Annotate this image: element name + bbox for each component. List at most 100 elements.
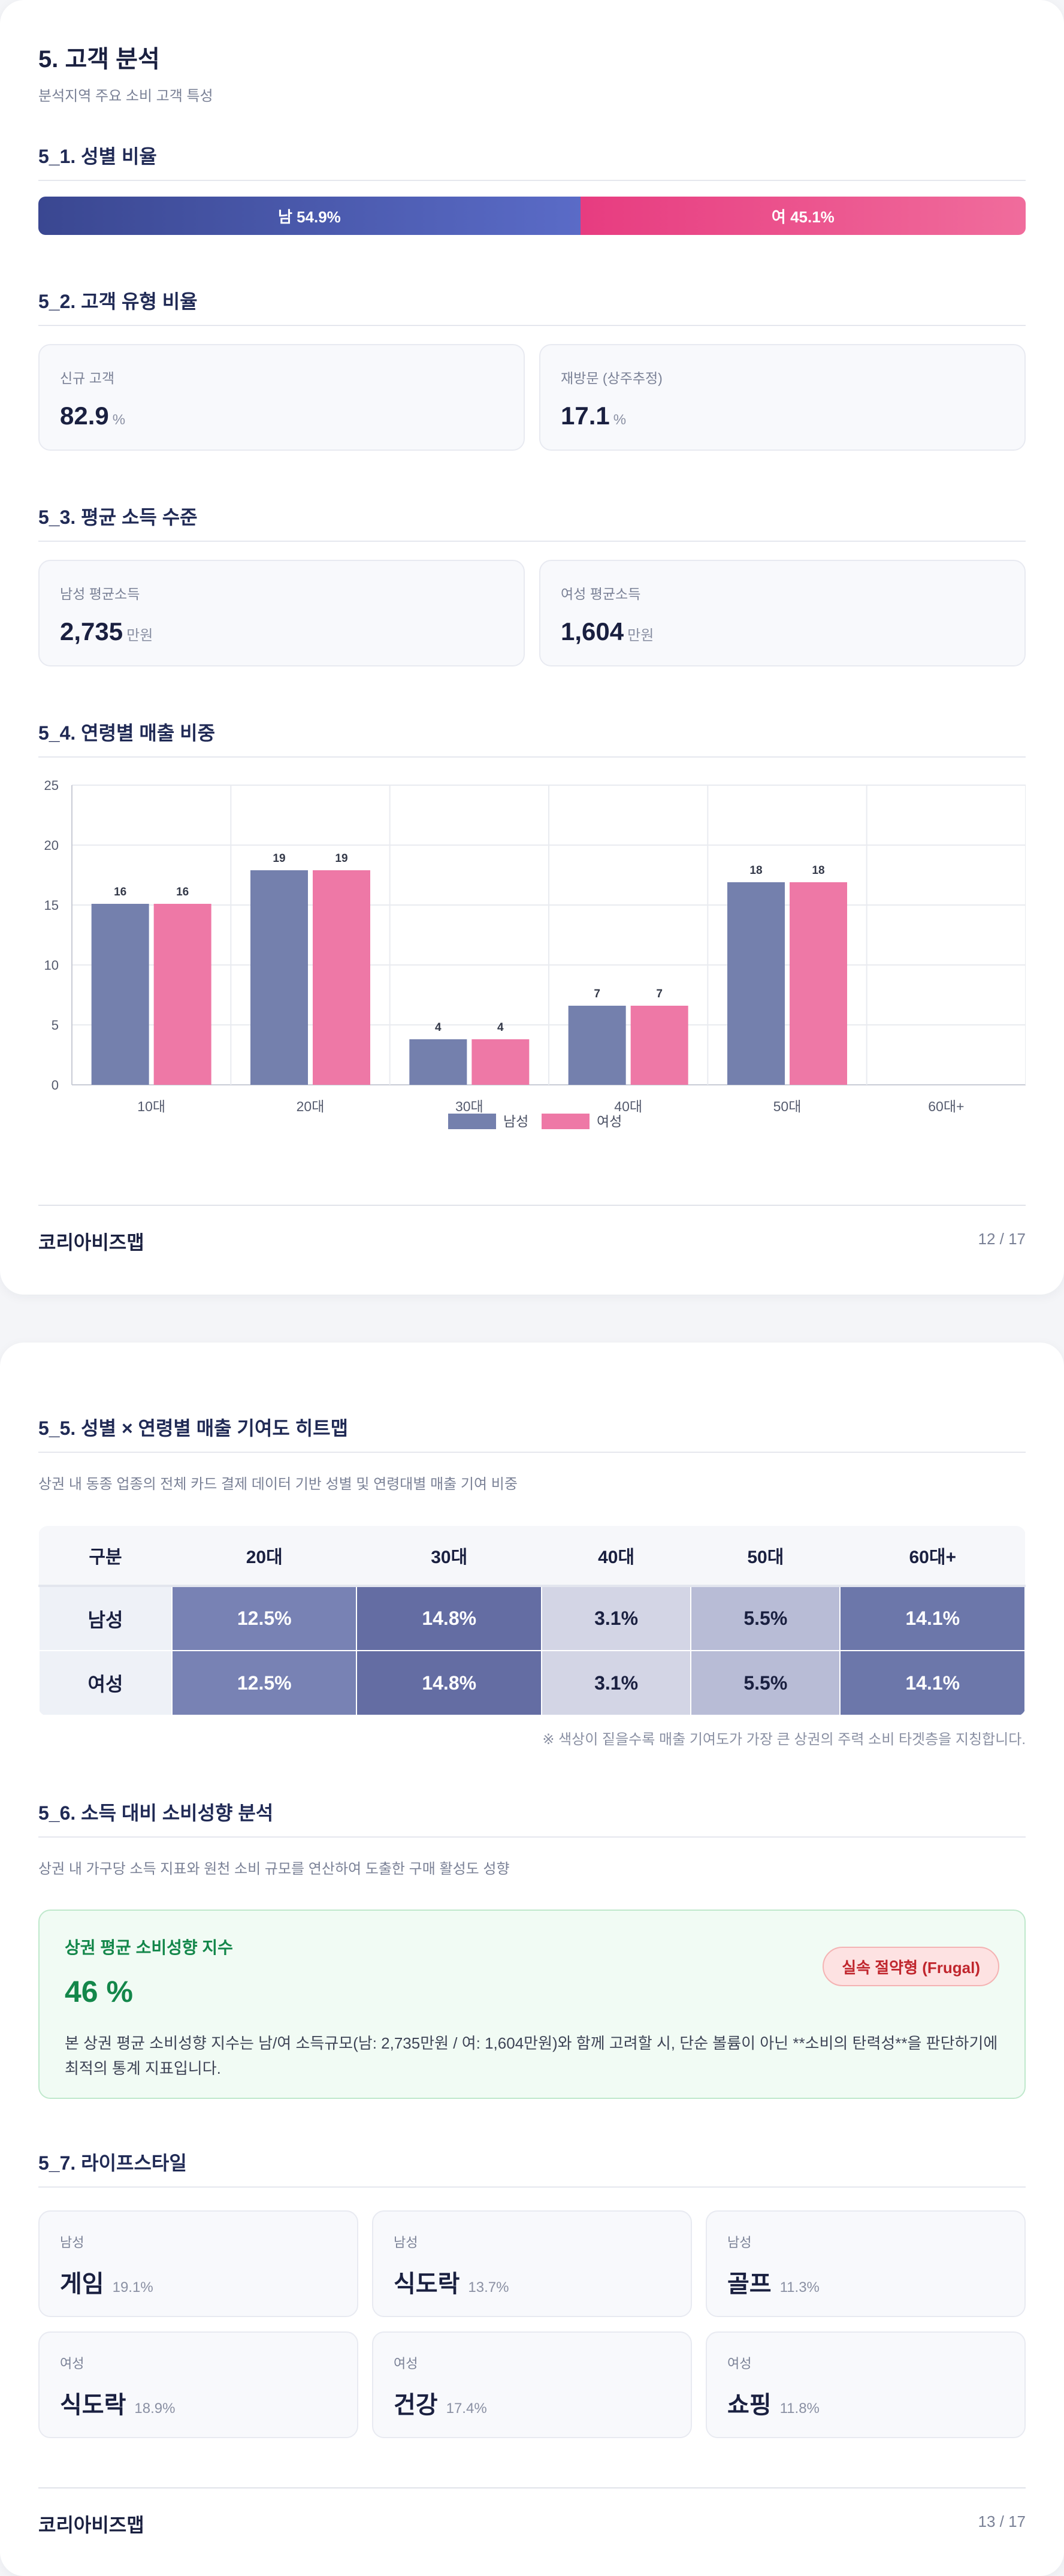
lifestyle-name: 게임: [60, 2271, 104, 2297]
lifestyle-card: 남성 식도락 13.7%: [372, 2210, 692, 2317]
female-income-card: 여성 평균소득 1,604 만원: [539, 560, 1026, 666]
lifestyle-pct: 18.9%: [134, 2400, 176, 2417]
section-title-age-sales: 5_4. 연령별 매출 비중: [38, 722, 216, 744]
section-title-income: 5_3. 평균 소득 수준: [38, 506, 198, 528]
y-tick-label: 25: [44, 778, 59, 793]
heatmap-cell: 3.1%: [540, 1585, 692, 1651]
bar-male: [727, 882, 785, 1085]
age-sales-bar-chart: 0 5 10 15 20 25 16 16 10대 19 19 20대 4 4 30대 7 7 40대 18 18 50…: [44, 778, 1026, 1129]
heatmap-cell: 14.1%: [839, 1650, 1026, 1716]
stat-unit: %: [613, 412, 627, 428]
bar-data-label: 16: [176, 886, 189, 898]
lifestyle-pct: 11.8%: [779, 2400, 820, 2417]
heatmap-column-header: 30대: [356, 1526, 542, 1587]
spending-index-card: 상권 평균 소비성향 지수 46 % 실속 절약형 (Frugal) 본 상권 …: [38, 1910, 1026, 2099]
x-tick-label: 30대: [455, 1099, 483, 1114]
heatmap-cell: 14.8%: [356, 1585, 542, 1651]
bar-male: [409, 1039, 467, 1085]
stat-value: 2,735: [60, 617, 123, 645]
heatmap-column-header: 20대: [172, 1526, 357, 1587]
stat-label: 남성 평균소득: [60, 586, 140, 602]
bar-data-label: 7: [656, 988, 663, 1000]
stat-label: 여성 평균소득: [561, 586, 641, 602]
bar-female: [471, 1039, 530, 1085]
heatmap-row-header: 남성: [38, 1585, 173, 1651]
heatmap-column-header: 60대+: [840, 1526, 1025, 1587]
bar-data-label: 16: [114, 886, 126, 898]
heatmap-row-header: 여성: [38, 1650, 173, 1716]
section-title-gender: 5_1. 성별 비율: [38, 146, 157, 167]
y-tick-label: 0: [52, 1078, 59, 1093]
lifestyle-card: 여성 식도락 18.9%: [38, 2331, 358, 2438]
gender-age-heatmap: 구분 20대 30대 40대 50대 60대+ 남성 12.5% 14.8% 3.1% 5.5% 1…: [38, 1526, 1026, 1716]
heatmap-row: 여성 12.5% 14.8% 3.1% 5.5% 14.1%: [38, 1650, 1026, 1716]
bar-data-label: 18: [749, 864, 762, 877]
bar-data-label: 19: [335, 852, 347, 865]
lifestyle-pct: 13.7%: [468, 2279, 509, 2296]
stat-label: 재방문 (상주추정): [561, 370, 663, 386]
y-tick-label: 10: [44, 958, 59, 973]
page-subtitle: 분석지역 주요 소비 고객 특성: [38, 88, 213, 104]
spending-description: 상권 내 가구당 소득 지표와 원천 소비 규모를 연산하여 도출한 구매 활성…: [38, 1861, 510, 1877]
footer-brand: 코리아비즈맵: [38, 1232, 144, 1253]
section-divider: [38, 2186, 1026, 2188]
x-tick-label: 60대+: [928, 1099, 964, 1114]
y-tick-label: 5: [52, 1018, 59, 1033]
lifestyle-pct: 19.1%: [112, 2279, 153, 2296]
footer-brand: 코리아비즈맵: [38, 2514, 144, 2536]
bar-male: [91, 904, 149, 1085]
stat-value: 82.9: [60, 402, 109, 430]
section-title-customer-type: 5_2. 고객 유형 비율: [38, 291, 198, 312]
lifestyle-pct: 11.3%: [779, 2279, 820, 2296]
bar-data-label: 18: [812, 864, 824, 877]
lifestyle-gender: 여성: [727, 2356, 752, 2371]
legend-label: 남성: [503, 1114, 528, 1129]
bar-female: [313, 870, 370, 1085]
stat-unit: 만원: [627, 628, 654, 644]
lifestyle-name: 식도락: [60, 2392, 126, 2418]
heatmap-cell: 12.5%: [171, 1585, 358, 1651]
footer-divider: [38, 1205, 1026, 1206]
x-tick-label: 20대: [297, 1099, 325, 1114]
section-divider: [38, 541, 1026, 542]
lifestyle-gender: 여성: [60, 2356, 84, 2371]
heatmap-row: 남성 12.5% 14.8% 3.1% 5.5% 14.1%: [38, 1585, 1026, 1651]
bar-data-label: 4: [497, 1021, 504, 1034]
section-divider: [38, 325, 1026, 326]
heatmap-cell: 14.1%: [839, 1585, 1026, 1651]
footer-divider: [38, 2487, 1026, 2488]
returning-customer-card: 재방문 (상주추정) 17.1%: [539, 344, 1026, 451]
heatmap-note: ※ 색상이 짙을수록 매출 기여도가 가장 큰 상권의 주력 소비 타겟층을 지…: [542, 1732, 1026, 1748]
section-title-spending: 5_6. 소득 대비 소비성향 분석: [38, 1802, 274, 1824]
lifestyle-card: 남성 골프 11.3%: [706, 2210, 1026, 2317]
legend-swatch: [448, 1114, 496, 1129]
heatmap-cell: 5.5%: [690, 1650, 841, 1716]
section-divider: [38, 180, 1026, 181]
lifestyle-card: 여성 건강 17.4%: [372, 2331, 692, 2438]
lifestyle-name: 식도락: [394, 2271, 460, 2297]
bar-female: [790, 882, 847, 1085]
heatmap-header-row: 구분 20대 30대 40대 50대 60대+: [39, 1526, 1025, 1587]
stat-unit: %: [112, 412, 126, 428]
section-title-lifestyle: 5_7. 라이프스타일: [38, 2152, 187, 2174]
bar-male: [250, 870, 308, 1085]
frugal-badge: 실속 절약형 (Frugal): [823, 1947, 999, 1986]
lifestyle-gender: 남성: [60, 2235, 84, 2250]
male-income-card: 남성 평균소득 2,735 만원: [38, 560, 525, 666]
y-tick-label: 15: [44, 898, 59, 913]
report-page-13: 5_5. 성별 × 연령별 매출 기여도 히트맵 상권 내 동종 업종의 전체 …: [0, 1343, 1064, 2576]
x-tick-label: 40대: [614, 1099, 642, 1114]
heatmap-column-header: 구분: [39, 1526, 172, 1587]
section-title-heatmap: 5_5. 성별 × 연령별 매출 기여도 히트맵: [38, 1417, 349, 1439]
index-description: 본 상권 평균 소비성향 지수는 남/여 소득규모(남: 2,735만원 / 여…: [65, 2034, 998, 2077]
lifestyle-name: 건강: [394, 2392, 438, 2418]
lifestyle-card: 여성 쇼핑 11.8%: [706, 2331, 1026, 2438]
heatmap-cell: 12.5%: [171, 1650, 358, 1716]
heatmap-cell: 3.1%: [540, 1650, 692, 1716]
lifestyle-card: 남성 게임 19.1%: [38, 2210, 358, 2317]
x-tick-label: 50대: [773, 1099, 802, 1114]
stat-value: 17.1: [561, 402, 610, 430]
lifestyle-pct: 17.4%: [446, 2400, 487, 2417]
bar-data-label: 4: [435, 1021, 442, 1034]
lifestyle-gender: 남성: [394, 2235, 418, 2250]
